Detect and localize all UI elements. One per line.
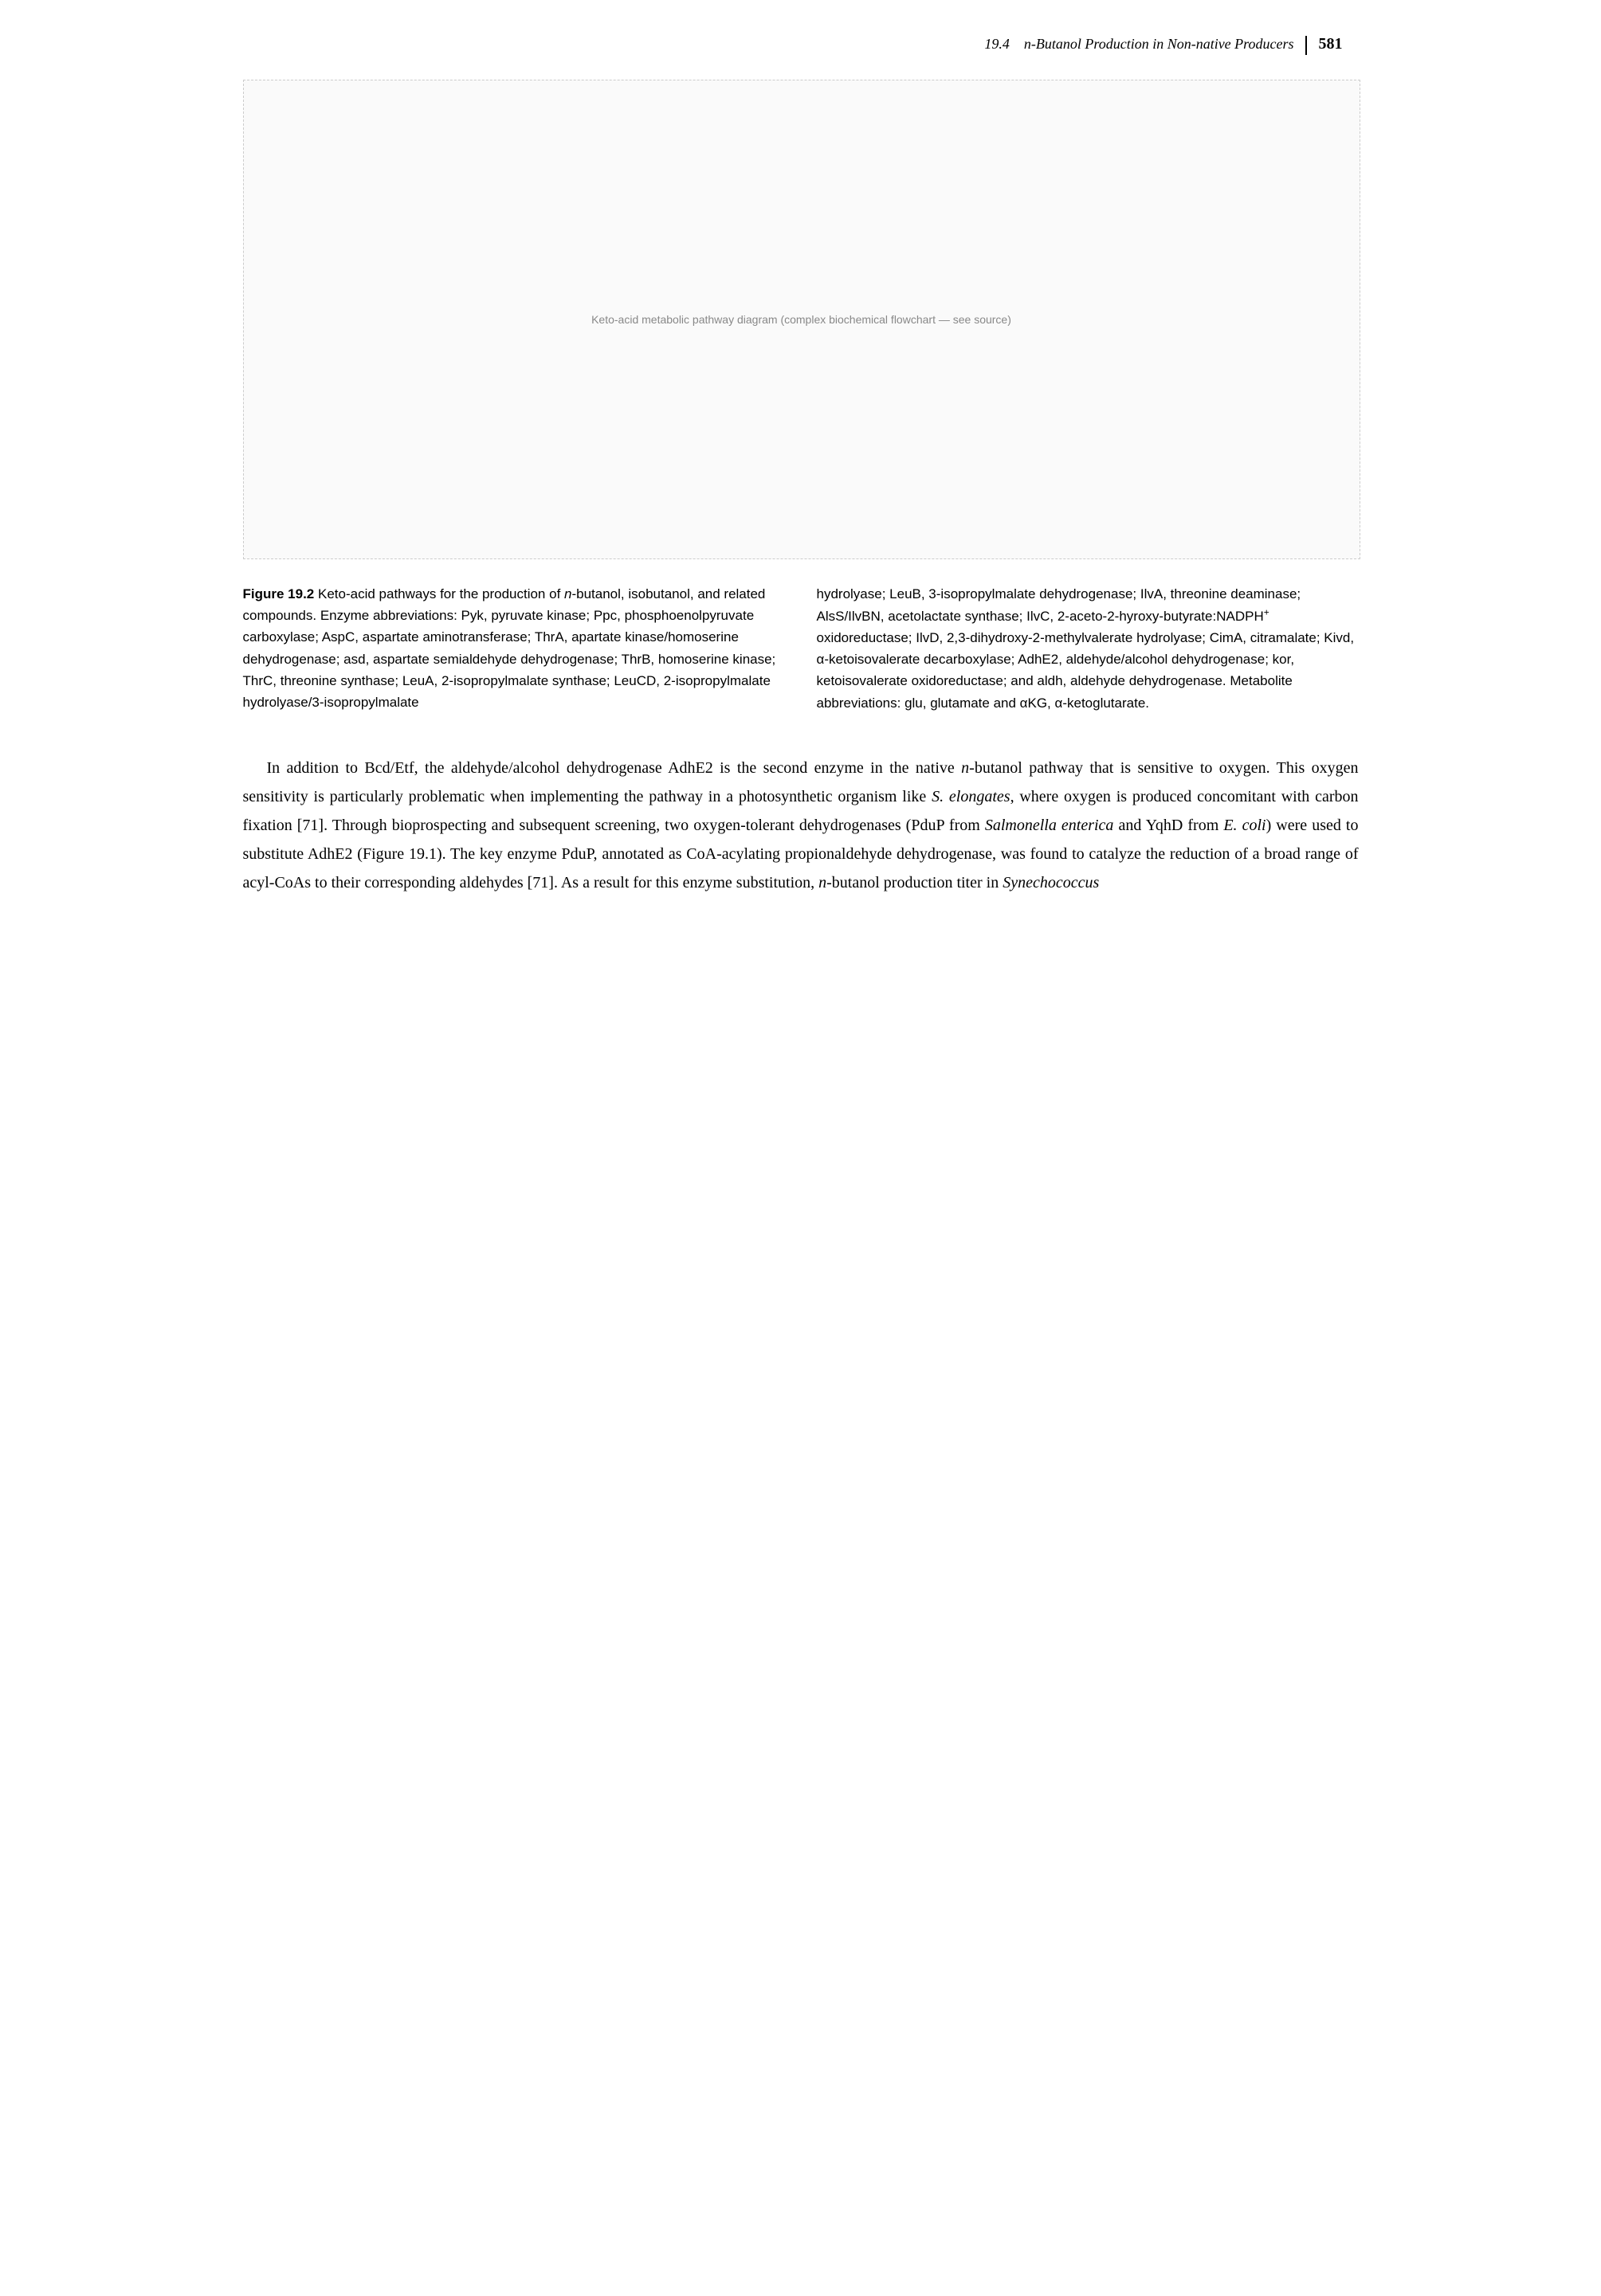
header-divider: [1305, 36, 1307, 55]
pathway-diagram: Keto-acid metabolic pathway diagram (com…: [243, 80, 1360, 559]
caption-text-right: hydrolyase; LeuB, 3-isopropylmalate dehy…: [817, 586, 1355, 711]
caption-text-left: Keto-acid pathways for the production of…: [243, 586, 776, 710]
section-number: 19.4: [984, 36, 1010, 52]
page-number: 581: [1319, 35, 1343, 53]
section-title: n-Butanol Production in Non-native Produ…: [1024, 36, 1294, 52]
figure-caption: Figure 19.2 Keto-acid pathways for the p…: [243, 583, 1359, 714]
caption-column-right: hydrolyase; LeuB, 3-isopropylmalate dehy…: [817, 583, 1359, 714]
figure-19-2: Keto-acid metabolic pathway diagram (com…: [243, 80, 1359, 714]
diagram-summary-text: Keto-acid metabolic pathway diagram (com…: [591, 311, 1011, 328]
caption-column-left: Figure 19.2 Keto-acid pathways for the p…: [243, 583, 785, 714]
body-paragraph: In addition to Bcd/Etf, the aldehyde/alc…: [243, 754, 1359, 897]
figure-label: Figure 19.2: [243, 586, 315, 601]
running-header: 19.4 n-Butanol Production in Non-native …: [243, 32, 1359, 56]
